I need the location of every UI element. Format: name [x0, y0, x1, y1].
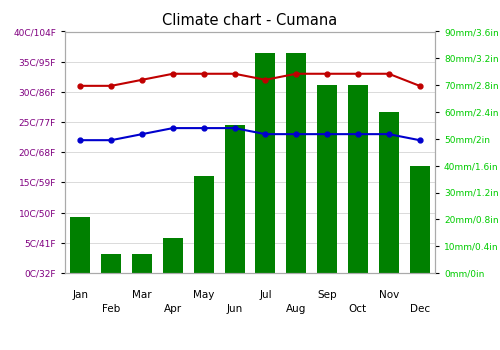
- Bar: [101, 254, 121, 273]
- Bar: [224, 125, 244, 273]
- Bar: [348, 85, 368, 273]
- Text: Feb: Feb: [102, 303, 120, 314]
- Bar: [410, 166, 430, 273]
- Bar: [256, 53, 276, 273]
- Text: Jul: Jul: [259, 290, 272, 300]
- Text: Aug: Aug: [286, 303, 306, 314]
- Text: Mar: Mar: [132, 290, 152, 300]
- Text: Apr: Apr: [164, 303, 182, 314]
- Bar: [378, 112, 399, 273]
- Text: May: May: [193, 290, 214, 300]
- Text: Nov: Nov: [378, 290, 399, 300]
- Text: Dec: Dec: [410, 303, 430, 314]
- Text: Oct: Oct: [349, 303, 367, 314]
- Bar: [70, 217, 90, 273]
- Text: Jun: Jun: [226, 303, 242, 314]
- Bar: [194, 176, 214, 273]
- Bar: [132, 254, 152, 273]
- Bar: [317, 85, 337, 273]
- Bar: [286, 53, 306, 273]
- Text: Jan: Jan: [72, 290, 88, 300]
- Bar: [163, 238, 183, 273]
- Title: Climate chart - Cumana: Climate chart - Cumana: [162, 13, 338, 28]
- Text: Sep: Sep: [318, 290, 337, 300]
